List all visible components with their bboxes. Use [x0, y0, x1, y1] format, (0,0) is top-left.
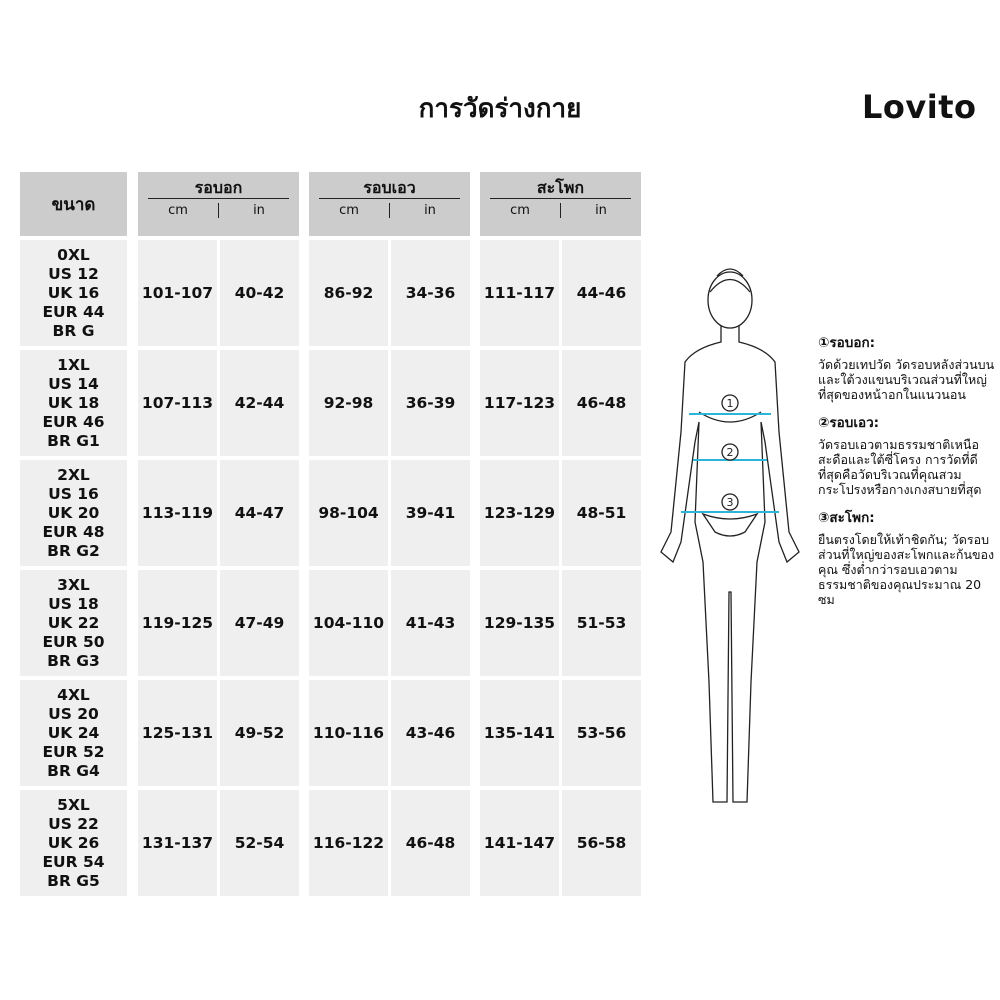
value-cell-waist-cm: 110-116 [309, 680, 388, 786]
value-cell-bust-cm: 113-119 [138, 460, 217, 566]
value-cell-bust-in: 49-52 [220, 680, 299, 786]
value-cell-hip-cm: 135-141 [480, 680, 559, 786]
value-cell-waist-in: 34-36 [391, 240, 470, 346]
value-cell-bust-cm: 101-107 [138, 240, 217, 346]
value-cell-waist-in: 46-48 [391, 790, 470, 896]
value-cell-bust-cm: 131-137 [138, 790, 217, 896]
value-cell-bust-cm: 125-131 [138, 680, 217, 786]
header-label: รอบอก [194, 178, 243, 197]
value-cell-waist-in: 41-43 [391, 570, 470, 676]
size-cell: 1XL US 14 UK 18 EUR 46 BR G1 [20, 350, 127, 456]
divider [490, 198, 631, 199]
header-waist: รอบเอว cm in [309, 172, 470, 236]
value-cell-bust-cm: 107-113 [138, 350, 217, 456]
unit-in: in [253, 203, 265, 218]
header-bust: รอบอก cm in [138, 172, 299, 236]
value-cell-bust-in: 44-47 [220, 460, 299, 566]
value-cell-hip-cm: 111-117 [480, 240, 559, 346]
note-hip-title: ③สะโพก: [818, 510, 875, 526]
marker-1: 1 [727, 397, 734, 410]
size-cell: 3XL US 18 UK 22 EUR 50 BR G3 [20, 570, 127, 676]
value-cell-bust-in: 40-42 [220, 240, 299, 346]
header-label: สะโพก [536, 178, 585, 197]
marker-2: 2 [727, 446, 734, 459]
note-waist-text: วัดรอบเอวตามธรรมชาติเหนือสะดือและใต้ซี่โ… [818, 437, 982, 497]
value-cell-waist-in: 39-41 [391, 460, 470, 566]
value-cell-hip-in: 53-56 [562, 680, 641, 786]
value-cell-waist-in: 36-39 [391, 350, 470, 456]
unit-in: in [595, 203, 607, 218]
header-hip: สะโพก cm in [480, 172, 641, 236]
unit-cm: cm [309, 203, 390, 218]
value-cell-hip-cm: 129-135 [480, 570, 559, 676]
value-cell-waist-in: 43-46 [391, 680, 470, 786]
value-cell-hip-in: 48-51 [562, 460, 641, 566]
measurement-notes: ①รอบอก: วัดด้วยเทปวัด วัดรอบหลังส่วนบนแล… [818, 336, 998, 621]
value-cell-waist-cm: 104-110 [309, 570, 388, 676]
note-bust-text: วัดด้วยเทปวัด วัดรอบหลังส่วนบนและใต้วงแข… [818, 357, 995, 402]
value-cell-bust-in: 42-44 [220, 350, 299, 456]
unit-cm: cm [138, 203, 219, 218]
value-cell-bust-in: 52-54 [220, 790, 299, 896]
value-cell-bust-in: 47-49 [220, 570, 299, 676]
value-cell-hip-cm: 117-123 [480, 350, 559, 456]
value-cell-hip-in: 44-46 [562, 240, 641, 346]
header-size: ขนาด [20, 172, 127, 236]
size-cell: 2XL US 16 UK 20 EUR 48 BR G2 [20, 460, 127, 566]
brand-logo: Lovito [862, 88, 977, 126]
note-waist-title: ②รอบเอว: [818, 415, 880, 431]
body-figure-illustration: 1 2 3 [655, 262, 805, 816]
value-cell-hip-in: 56-58 [562, 790, 641, 896]
value-cell-waist-cm: 98-104 [309, 460, 388, 566]
value-cell-bust-cm: 119-125 [138, 570, 217, 676]
header-label: รอบเอว [363, 178, 416, 197]
value-cell-hip-in: 51-53 [562, 570, 641, 676]
page-title: การวัดร่างกาย [418, 94, 582, 124]
note-hip-text: ยืนตรงโดยให้เท้าชิดกัน; วัดรอบส่วนที่ใหญ… [818, 532, 995, 607]
marker-3: 3 [727, 496, 734, 509]
value-cell-hip-cm: 141-147 [480, 790, 559, 896]
unit-in: in [424, 203, 436, 218]
note-bust-title: ①รอบอก: [818, 335, 876, 351]
value-cell-hip-cm: 123-129 [480, 460, 559, 566]
size-cell: 5XL US 22 UK 26 EUR 54 BR G5 [20, 790, 127, 896]
unit-cm: cm [480, 203, 561, 218]
size-cell: 4XL US 20 UK 24 EUR 52 BR G4 [20, 680, 127, 786]
size-cell: 0XL US 12 UK 16 EUR 44 BR G [20, 240, 127, 346]
value-cell-hip-in: 46-48 [562, 350, 641, 456]
divider [319, 198, 460, 199]
value-cell-waist-cm: 92-98 [309, 350, 388, 456]
value-cell-waist-cm: 116-122 [309, 790, 388, 896]
value-cell-waist-cm: 86-92 [309, 240, 388, 346]
divider [148, 198, 289, 199]
